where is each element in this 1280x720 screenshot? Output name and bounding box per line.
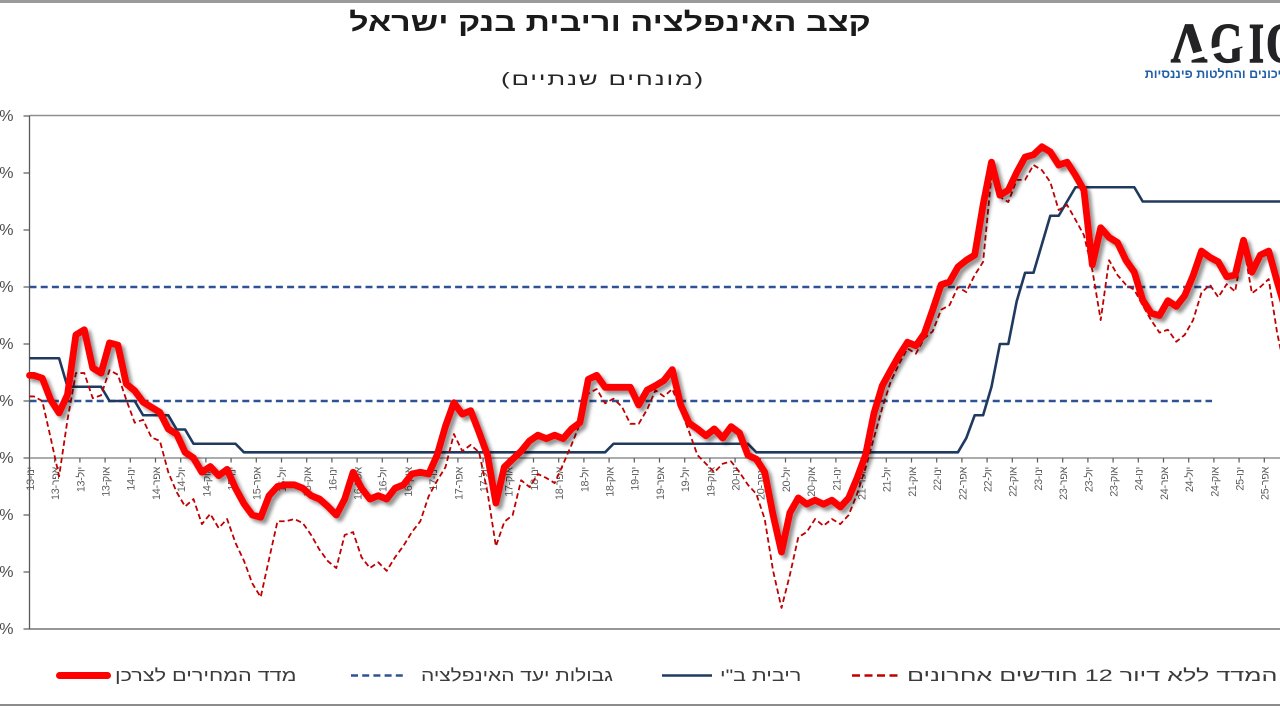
svg-text:אוק-21: אוק-21	[907, 466, 919, 496]
svg-text:ינו-22: ינו-22	[932, 467, 944, 491]
svg-text:אפר-22: אפר-22	[957, 466, 969, 499]
svg-text:אפר-23: אפר-23	[1058, 466, 1070, 499]
svg-text:-1%: -1%	[0, 507, 14, 524]
svg-text:6%: 6%	[0, 108, 14, 125]
svg-text:אפר-15: אפר-15	[252, 466, 264, 499]
svg-text:ינו-19: ינו-19	[630, 467, 642, 491]
svg-text:יול-19: יול-19	[680, 467, 692, 492]
svg-text:אוק-24: אוק-24	[1209, 466, 1221, 496]
svg-text:אפר-17: אפר-17	[453, 466, 465, 499]
svg-text:אוק-18: אוק-18	[605, 466, 617, 496]
svg-text:אוק-19: אוק-19	[705, 466, 717, 496]
svg-text:אפר-18: אפר-18	[554, 466, 566, 499]
svg-text:אוק-22: אוק-22	[1008, 466, 1020, 496]
svg-text:יול-22: יול-22	[983, 467, 995, 492]
svg-text:ינו-13: ינו-13	[25, 467, 37, 491]
svg-text:יול-16: יול-16	[378, 467, 390, 492]
svg-text:3%: 3%	[0, 279, 14, 296]
svg-text:יול-13: יול-13	[75, 467, 87, 492]
svg-text:אפר-24: אפר-24	[1159, 466, 1171, 499]
svg-text:אפר-19: אפר-19	[655, 466, 667, 499]
svg-text:יול-14: יול-14	[176, 467, 188, 492]
svg-text:אוק-17: אוק-17	[504, 466, 516, 496]
svg-text:אוק-23: אוק-23	[1109, 466, 1121, 496]
svg-text:אוק-13: אוק-13	[101, 466, 113, 496]
svg-text:0%: 0%	[0, 450, 14, 467]
svg-text:אוק-20: אוק-20	[806, 466, 818, 496]
svg-text:ינו-21: ינו-21	[831, 467, 843, 491]
svg-text:5%: 5%	[0, 165, 14, 182]
svg-text:יול-24: יול-24	[1184, 467, 1196, 492]
svg-text:יול-21: יול-21	[882, 467, 894, 492]
svg-text:אפר-25: אפר-25	[1260, 466, 1272, 499]
svg-text:יול-23: יול-23	[1083, 467, 1095, 492]
svg-text:-2%: -2%	[0, 564, 14, 581]
svg-text:ינו-14: ינו-14	[126, 467, 138, 491]
svg-text:ינו-16: ינו-16	[327, 467, 339, 491]
svg-text:1%: 1%	[0, 393, 14, 410]
svg-text:אפר-14: אפר-14	[151, 466, 163, 499]
svg-text:-3%: -3%	[0, 621, 14, 638]
svg-text:ינו-23: ינו-23	[1033, 467, 1045, 491]
svg-text:ינו-20: ינו-20	[731, 467, 743, 491]
svg-text:יול-20: יול-20	[781, 467, 793, 492]
svg-text:2%: 2%	[0, 336, 14, 353]
svg-text:ינו-25: ינו-25	[1235, 467, 1247, 491]
svg-text:יול-18: יול-18	[579, 467, 591, 492]
svg-text:ינו-24: ינו-24	[1134, 467, 1146, 491]
svg-text:4%: 4%	[0, 222, 14, 239]
